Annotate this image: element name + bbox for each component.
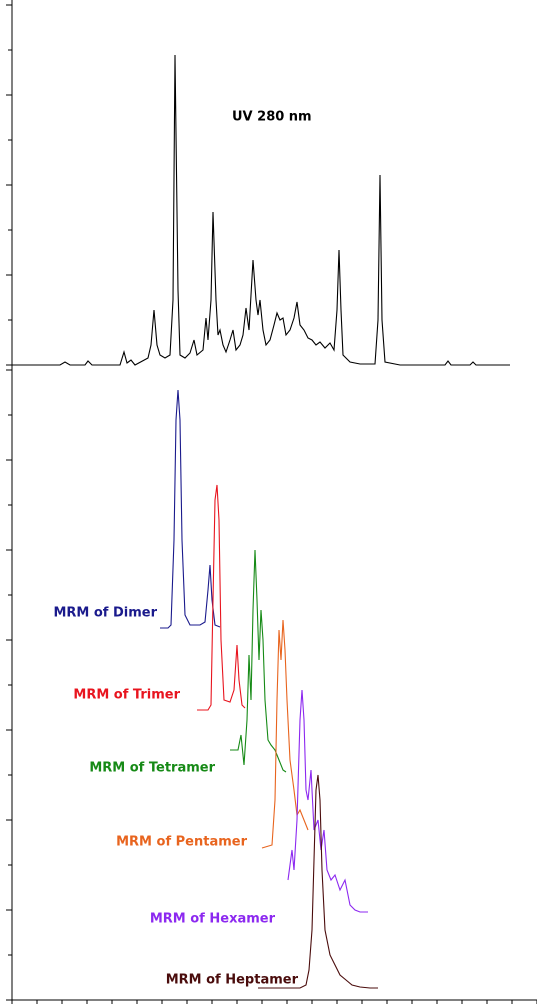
series-label: MRM of Trimer	[73, 688, 180, 703]
series-label: MRM of Heptamer	[166, 973, 299, 988]
trace	[230, 549, 287, 773]
series-label: MRM of Dimer	[53, 606, 157, 621]
annotation: UV 280 nm	[232, 110, 312, 125]
series-label: MRM of Hexamer	[150, 912, 276, 927]
trace	[12, 54, 510, 366]
trace	[197, 484, 246, 711]
trace	[160, 389, 221, 629]
trace	[261, 619, 309, 849]
series-label: MRM of Pentamer	[116, 835, 247, 850]
trace	[287, 689, 368, 913]
trace	[258, 774, 378, 989]
series-label: MRM of Tetramer	[89, 761, 215, 776]
